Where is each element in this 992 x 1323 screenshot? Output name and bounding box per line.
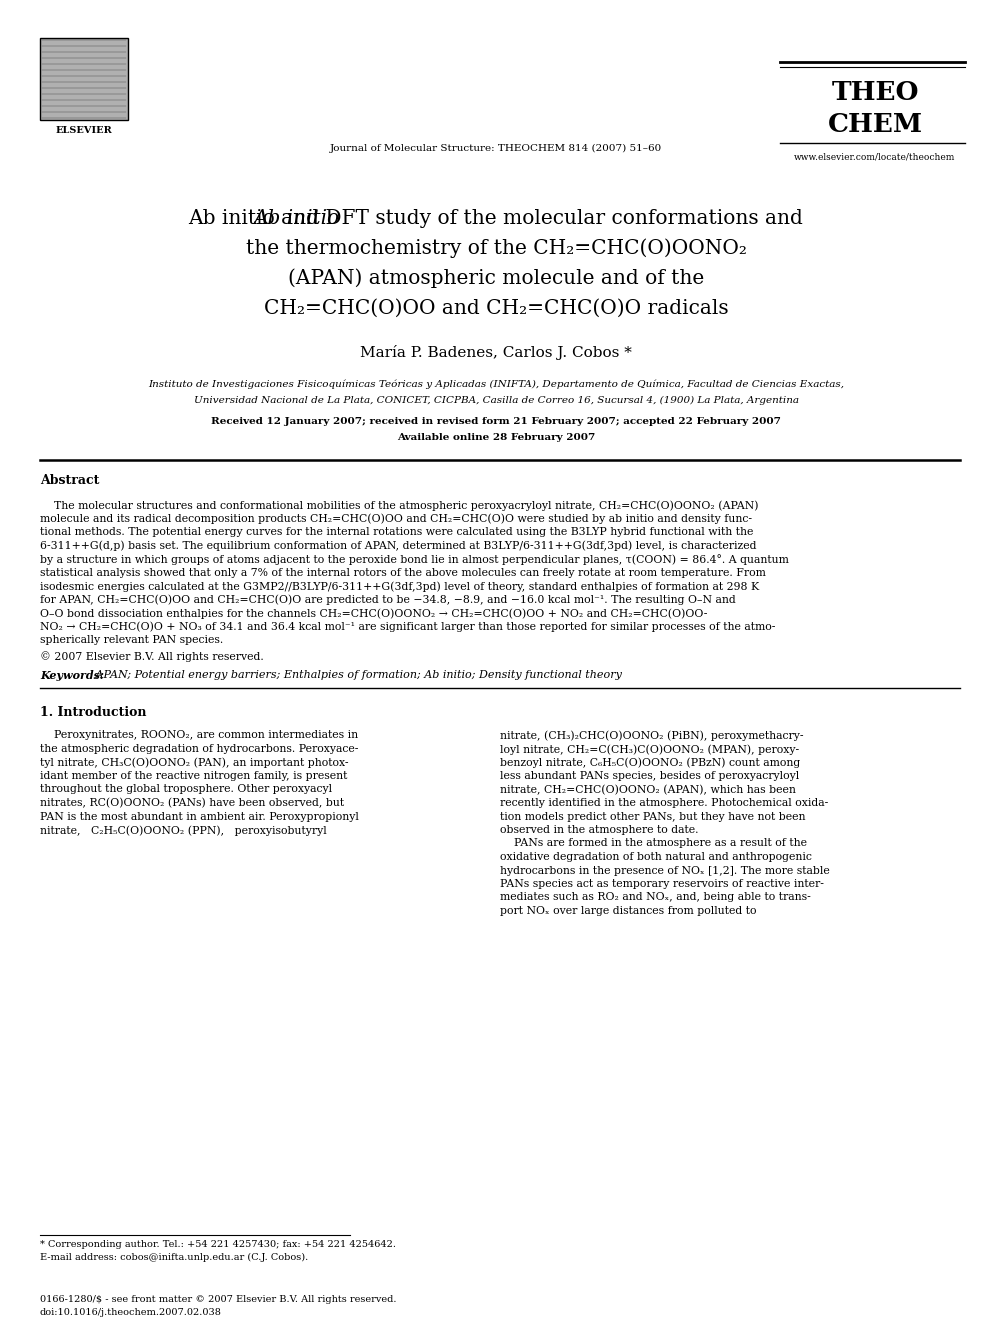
Text: observed in the atmosphere to date.: observed in the atmosphere to date. xyxy=(500,826,698,835)
Text: hydrocarbons in the presence of NOₓ [1,2]. The more stable: hydrocarbons in the presence of NOₓ [1,2… xyxy=(500,865,829,876)
Text: www.elsevier.com/locate/theochem: www.elsevier.com/locate/theochem xyxy=(795,152,955,161)
Text: 1. Introduction: 1. Introduction xyxy=(40,705,147,718)
Text: the atmospheric degradation of hydrocarbons. Peroxyace-: the atmospheric degradation of hydrocarb… xyxy=(40,744,358,754)
Text: (APAN) atmospheric molecule and of the: (APAN) atmospheric molecule and of the xyxy=(288,269,704,288)
Text: the thermochemistry of the CH₂=CHC(O)OONO₂: the thermochemistry of the CH₂=CHC(O)OON… xyxy=(246,238,746,258)
Text: less abundant PANs species, besides of peroxyacryloyl: less abundant PANs species, besides of p… xyxy=(500,771,800,781)
Text: isodesmic energies calculated at the G3MP2//B3LYP/6-311++G(3df,3pd) level of the: isodesmic energies calculated at the G3M… xyxy=(40,581,759,591)
Text: PANs are formed in the atmosphere as a result of the: PANs are formed in the atmosphere as a r… xyxy=(500,839,807,848)
Text: for APAN, CH₂=CHC(O)OO and CH₂=CHC(O)O are predicted to be −34.8, −8.9, and −16.: for APAN, CH₂=CHC(O)OO and CH₂=CHC(O)O a… xyxy=(40,594,736,605)
Text: PAN is the most abundant in ambient air. Peroxypropionyl: PAN is the most abundant in ambient air.… xyxy=(40,811,359,822)
Text: molecule and its radical decomposition products CH₂=CHC(O)OO and CH₂=CHC(O)O wer: molecule and its radical decomposition p… xyxy=(40,513,752,524)
Text: nitrates, RC(O)OONO₂ (PANs) have been observed, but: nitrates, RC(O)OONO₂ (PANs) have been ob… xyxy=(40,798,344,808)
Text: Peroxynitrates, ROONO₂, are common intermediates in: Peroxynitrates, ROONO₂, are common inter… xyxy=(40,730,358,741)
Text: port NOₓ over large distances from polluted to: port NOₓ over large distances from pollu… xyxy=(500,906,757,916)
Text: recently identified in the atmosphere. Photochemical oxida-: recently identified in the atmosphere. P… xyxy=(500,798,828,808)
Text: statistical analysis showed that only a 7% of the internal rotors of the above m: statistical analysis showed that only a … xyxy=(40,568,766,578)
Text: benzoyl nitrate, C₆H₅C(O)OONO₂ (PBzN) count among: benzoyl nitrate, C₆H₅C(O)OONO₂ (PBzN) co… xyxy=(500,758,801,769)
Text: María P. Badenes, Carlos J. Cobos *: María P. Badenes, Carlos J. Cobos * xyxy=(360,344,632,360)
Text: nitrate,   C₂H₅C(O)OONO₂ (PPN),   peroxyisobutyryl: nitrate, C₂H₅C(O)OONO₂ (PPN), peroxyisob… xyxy=(40,826,326,836)
Text: mediates such as RO₂ and NOₓ, and, being able to trans-: mediates such as RO₂ and NOₓ, and, being… xyxy=(500,893,810,902)
Text: by a structure in which groups of atoms adjacent to the peroxide bond lie in alm: by a structure in which groups of atoms … xyxy=(40,554,789,565)
Text: Keywords:: Keywords: xyxy=(40,669,104,681)
Text: nitrate, (CH₃)₂CHC(O)OONO₂ (PiBN), peroxymethacry-: nitrate, (CH₃)₂CHC(O)OONO₂ (PiBN), perox… xyxy=(500,730,804,741)
Text: Journal of Molecular Structure: THEOCHEM 814 (2007) 51–60: Journal of Molecular Structure: THEOCHEM… xyxy=(330,143,662,152)
Text: NO₂ → CH₂=CHC(O)O + NO₃ of 34.1 and 36.4 kcal mol⁻¹ are significant larger than : NO₂ → CH₂=CHC(O)O + NO₃ of 34.1 and 36.4… xyxy=(40,622,776,632)
Text: 6-311++G(d,p) basis set. The equilibrium conformation of APAN, determined at B3L: 6-311++G(d,p) basis set. The equilibrium… xyxy=(40,541,757,552)
Text: idant member of the reactive nitrogen family, is present: idant member of the reactive nitrogen fa… xyxy=(40,771,347,781)
Text: Available online 28 February 2007: Available online 28 February 2007 xyxy=(397,434,595,442)
Bar xyxy=(40,38,128,120)
Text: * Corresponding author. Tel.: +54 221 4257430; fax: +54 221 4254642.: * Corresponding author. Tel.: +54 221 42… xyxy=(40,1240,396,1249)
Text: THEO: THEO xyxy=(831,81,919,106)
Text: CH₂=CHC(O)OO and CH₂=CHC(O)O radicals: CH₂=CHC(O)OO and CH₂=CHC(O)O radicals xyxy=(264,299,728,318)
Text: ELSEVIER: ELSEVIER xyxy=(56,126,112,135)
Text: O–O bond dissociation enthalpies for the channels CH₂=CHC(O)OONO₂ → CH₂=CHC(O)OO: O–O bond dissociation enthalpies for the… xyxy=(40,609,707,619)
Text: Instituto de Investigaciones Fisicoquímicas Teóricas y Aplicadas (INIFTA), Depar: Instituto de Investigaciones Fisicoquími… xyxy=(148,380,844,389)
Text: Ab initio and DFT study of the molecular conformations and: Ab initio and DFT study of the molecular… xyxy=(188,209,804,228)
Text: Ab initio and DFT study of the molecular conformations and: Ab initio and DFT study of the molecular… xyxy=(188,209,804,228)
Text: oxidative degradation of both natural and anthropogenic: oxidative degradation of both natural an… xyxy=(500,852,811,863)
Text: tion models predict other PANs, but they have not been: tion models predict other PANs, but they… xyxy=(500,811,806,822)
Text: throughout the global troposphere. Other peroxyacyl: throughout the global troposphere. Other… xyxy=(40,785,332,795)
Text: PANs species act as temporary reservoirs of reactive inter-: PANs species act as temporary reservoirs… xyxy=(500,878,824,889)
Text: © 2007 Elsevier B.V. All rights reserved.: © 2007 Elsevier B.V. All rights reserved… xyxy=(40,651,264,663)
Text: nitrate, CH₂=CHC(O)OONO₂ (APAN), which has been: nitrate, CH₂=CHC(O)OONO₂ (APAN), which h… xyxy=(500,785,796,795)
Text: The molecular structures and conformational mobilities of the atmospheric peroxy: The molecular structures and conformatio… xyxy=(40,500,759,511)
Text: Abstract: Abstract xyxy=(40,474,99,487)
Text: CHEM: CHEM xyxy=(827,112,923,138)
Text: tyl nitrate, CH₃C(O)OONO₂ (PAN), an important photox-: tyl nitrate, CH₃C(O)OONO₂ (PAN), an impo… xyxy=(40,758,348,769)
Text: Ab initio: Ab initio xyxy=(254,209,340,228)
Text: Universidad Nacional de La Plata, CONICET, CICPBA, Casilla de Correo 16, Sucursa: Universidad Nacional de La Plata, CONICE… xyxy=(193,396,799,405)
Text: spherically relevant PAN species.: spherically relevant PAN species. xyxy=(40,635,223,646)
Text: Received 12 January 2007; received in revised form 21 February 2007; accepted 22: Received 12 January 2007; received in re… xyxy=(211,418,781,426)
Text: E-mail address: cobos@inifta.unlp.edu.ar (C.J. Cobos).: E-mail address: cobos@inifta.unlp.edu.ar… xyxy=(40,1253,309,1262)
Text: tional methods. The potential energy curves for the internal rotations were calc: tional methods. The potential energy cur… xyxy=(40,527,753,537)
Text: doi:10.1016/j.theochem.2007.02.038: doi:10.1016/j.theochem.2007.02.038 xyxy=(40,1308,222,1316)
Text: 0166-1280/$ - see front matter © 2007 Elsevier B.V. All rights reserved.: 0166-1280/$ - see front matter © 2007 El… xyxy=(40,1295,397,1304)
Text: APAN; Potential energy barriers; Enthalpies of formation; Ab initio; Density fun: APAN; Potential energy barriers; Enthalp… xyxy=(92,669,622,680)
Text: loyl nitrate, CH₂=C(CH₃)C(O)OONO₂ (MPAN), peroxy-: loyl nitrate, CH₂=C(CH₃)C(O)OONO₂ (MPAN)… xyxy=(500,744,800,754)
